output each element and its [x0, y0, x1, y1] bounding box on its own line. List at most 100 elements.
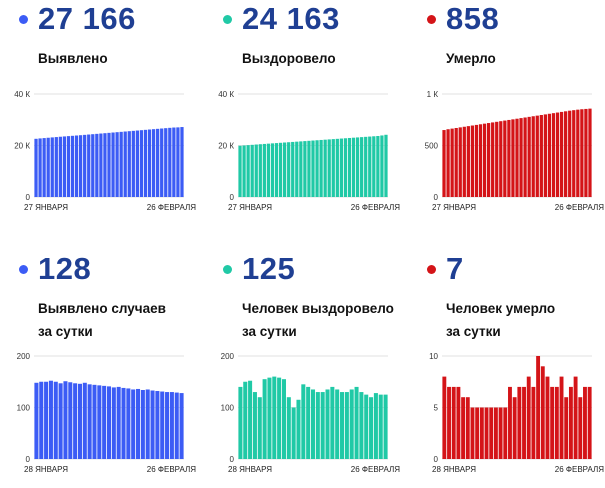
legend-dot-icon [223, 15, 232, 24]
bar [34, 138, 38, 197]
stat-label: Выявлено случаев [38, 301, 166, 316]
bar [564, 111, 568, 197]
bar [87, 134, 91, 197]
bar [479, 407, 484, 459]
bar [97, 385, 102, 459]
x-end-label: 26 ФЕВРАЛЯ [555, 465, 604, 474]
bar [250, 144, 254, 197]
bar [512, 397, 517, 459]
x-start-label: 28 ЯНВАРЯ [228, 465, 272, 474]
bar [478, 124, 483, 197]
bar [42, 138, 46, 197]
bar [274, 143, 279, 197]
bar [568, 110, 572, 197]
legend-dot-icon [223, 265, 232, 274]
bar [168, 127, 172, 197]
bar [344, 392, 349, 459]
panel-cases-total: 27 166 Выявлено 0 20 К 40 К 27 ЯНВАРЯ 26 ФЕВРА… [12, 0, 212, 240]
bar [495, 121, 499, 197]
bar [378, 394, 383, 459]
bar [139, 130, 144, 197]
bar [355, 137, 360, 197]
bar [554, 386, 559, 459]
bar [44, 381, 49, 459]
bar [384, 134, 388, 197]
bar-chart-recovered-daily: 0 100 200 28 ЯНВАРЯ 26 ФЕВРАЛЯ [221, 352, 401, 474]
bar [503, 407, 508, 459]
bar [315, 392, 320, 459]
panel-deaths-total: 858 Умерло 0 500 1 К 27 ЯНВАРЯ 26 ФЕВРАЛЯ [420, 0, 605, 240]
bar [248, 380, 253, 459]
bar [135, 130, 140, 197]
bar [78, 135, 83, 197]
bar [559, 376, 564, 459]
bar [242, 145, 246, 197]
bar [282, 142, 287, 197]
bar [526, 376, 531, 459]
bar [111, 132, 115, 197]
bar [517, 386, 522, 459]
bar [519, 118, 523, 197]
bar [147, 129, 152, 197]
bar [347, 137, 352, 197]
bar [442, 376, 447, 459]
y-tick-label: 10 [429, 352, 438, 361]
bar [456, 386, 461, 459]
bar [50, 137, 54, 197]
bar [278, 142, 283, 197]
bar [179, 393, 184, 459]
bar [351, 137, 356, 197]
bar [266, 143, 271, 197]
bar [174, 392, 179, 459]
bar [131, 130, 135, 197]
x-end-label: 26 ФЕВРАЛЯ [147, 465, 196, 474]
bar [349, 389, 354, 459]
y-tick-label: 0 [230, 455, 235, 464]
panel-deaths-daily: 7 Человек умерло за сутки 0 5 10 28 ЯНВАРЯ 26 Ф… [420, 250, 605, 488]
bar [320, 392, 325, 459]
bar [380, 135, 384, 197]
bar [38, 138, 42, 197]
bar [461, 397, 466, 459]
bar [470, 125, 475, 197]
bar [499, 121, 503, 197]
stat-value: 128 [38, 251, 92, 286]
bar [547, 113, 552, 197]
bar [568, 386, 573, 459]
bar [584, 108, 588, 197]
bar [564, 397, 569, 459]
bar [311, 140, 315, 197]
bar [572, 110, 576, 197]
bar [70, 135, 75, 197]
bar [58, 136, 62, 197]
bar [48, 380, 53, 459]
y-tick-label: 0 [26, 455, 31, 464]
bar [136, 388, 141, 459]
bar [536, 356, 541, 459]
bar [281, 379, 286, 459]
bar [578, 397, 583, 459]
bar [296, 399, 301, 459]
bar [246, 145, 250, 197]
bar [450, 128, 454, 197]
bar [372, 136, 376, 197]
y-tick-label: 1 К [427, 90, 439, 99]
x-start-label: 28 ЯНВАРЯ [24, 465, 68, 474]
y-tick-label: 200 [221, 352, 235, 361]
bar [303, 141, 307, 197]
y-tick-label: 20 К [14, 142, 30, 151]
bar [474, 124, 479, 197]
bar [364, 394, 369, 459]
legend-dot-icon [19, 265, 28, 274]
y-tick-label: 5 [434, 404, 439, 413]
bar [523, 117, 527, 197]
stat-label: Умерло [446, 51, 496, 66]
bar [58, 383, 63, 459]
bar [527, 116, 531, 197]
bar [53, 381, 58, 459]
bar [87, 384, 92, 459]
stat-value: 858 [446, 1, 500, 36]
bar [95, 133, 99, 197]
bar [359, 392, 364, 459]
bar [62, 136, 67, 197]
